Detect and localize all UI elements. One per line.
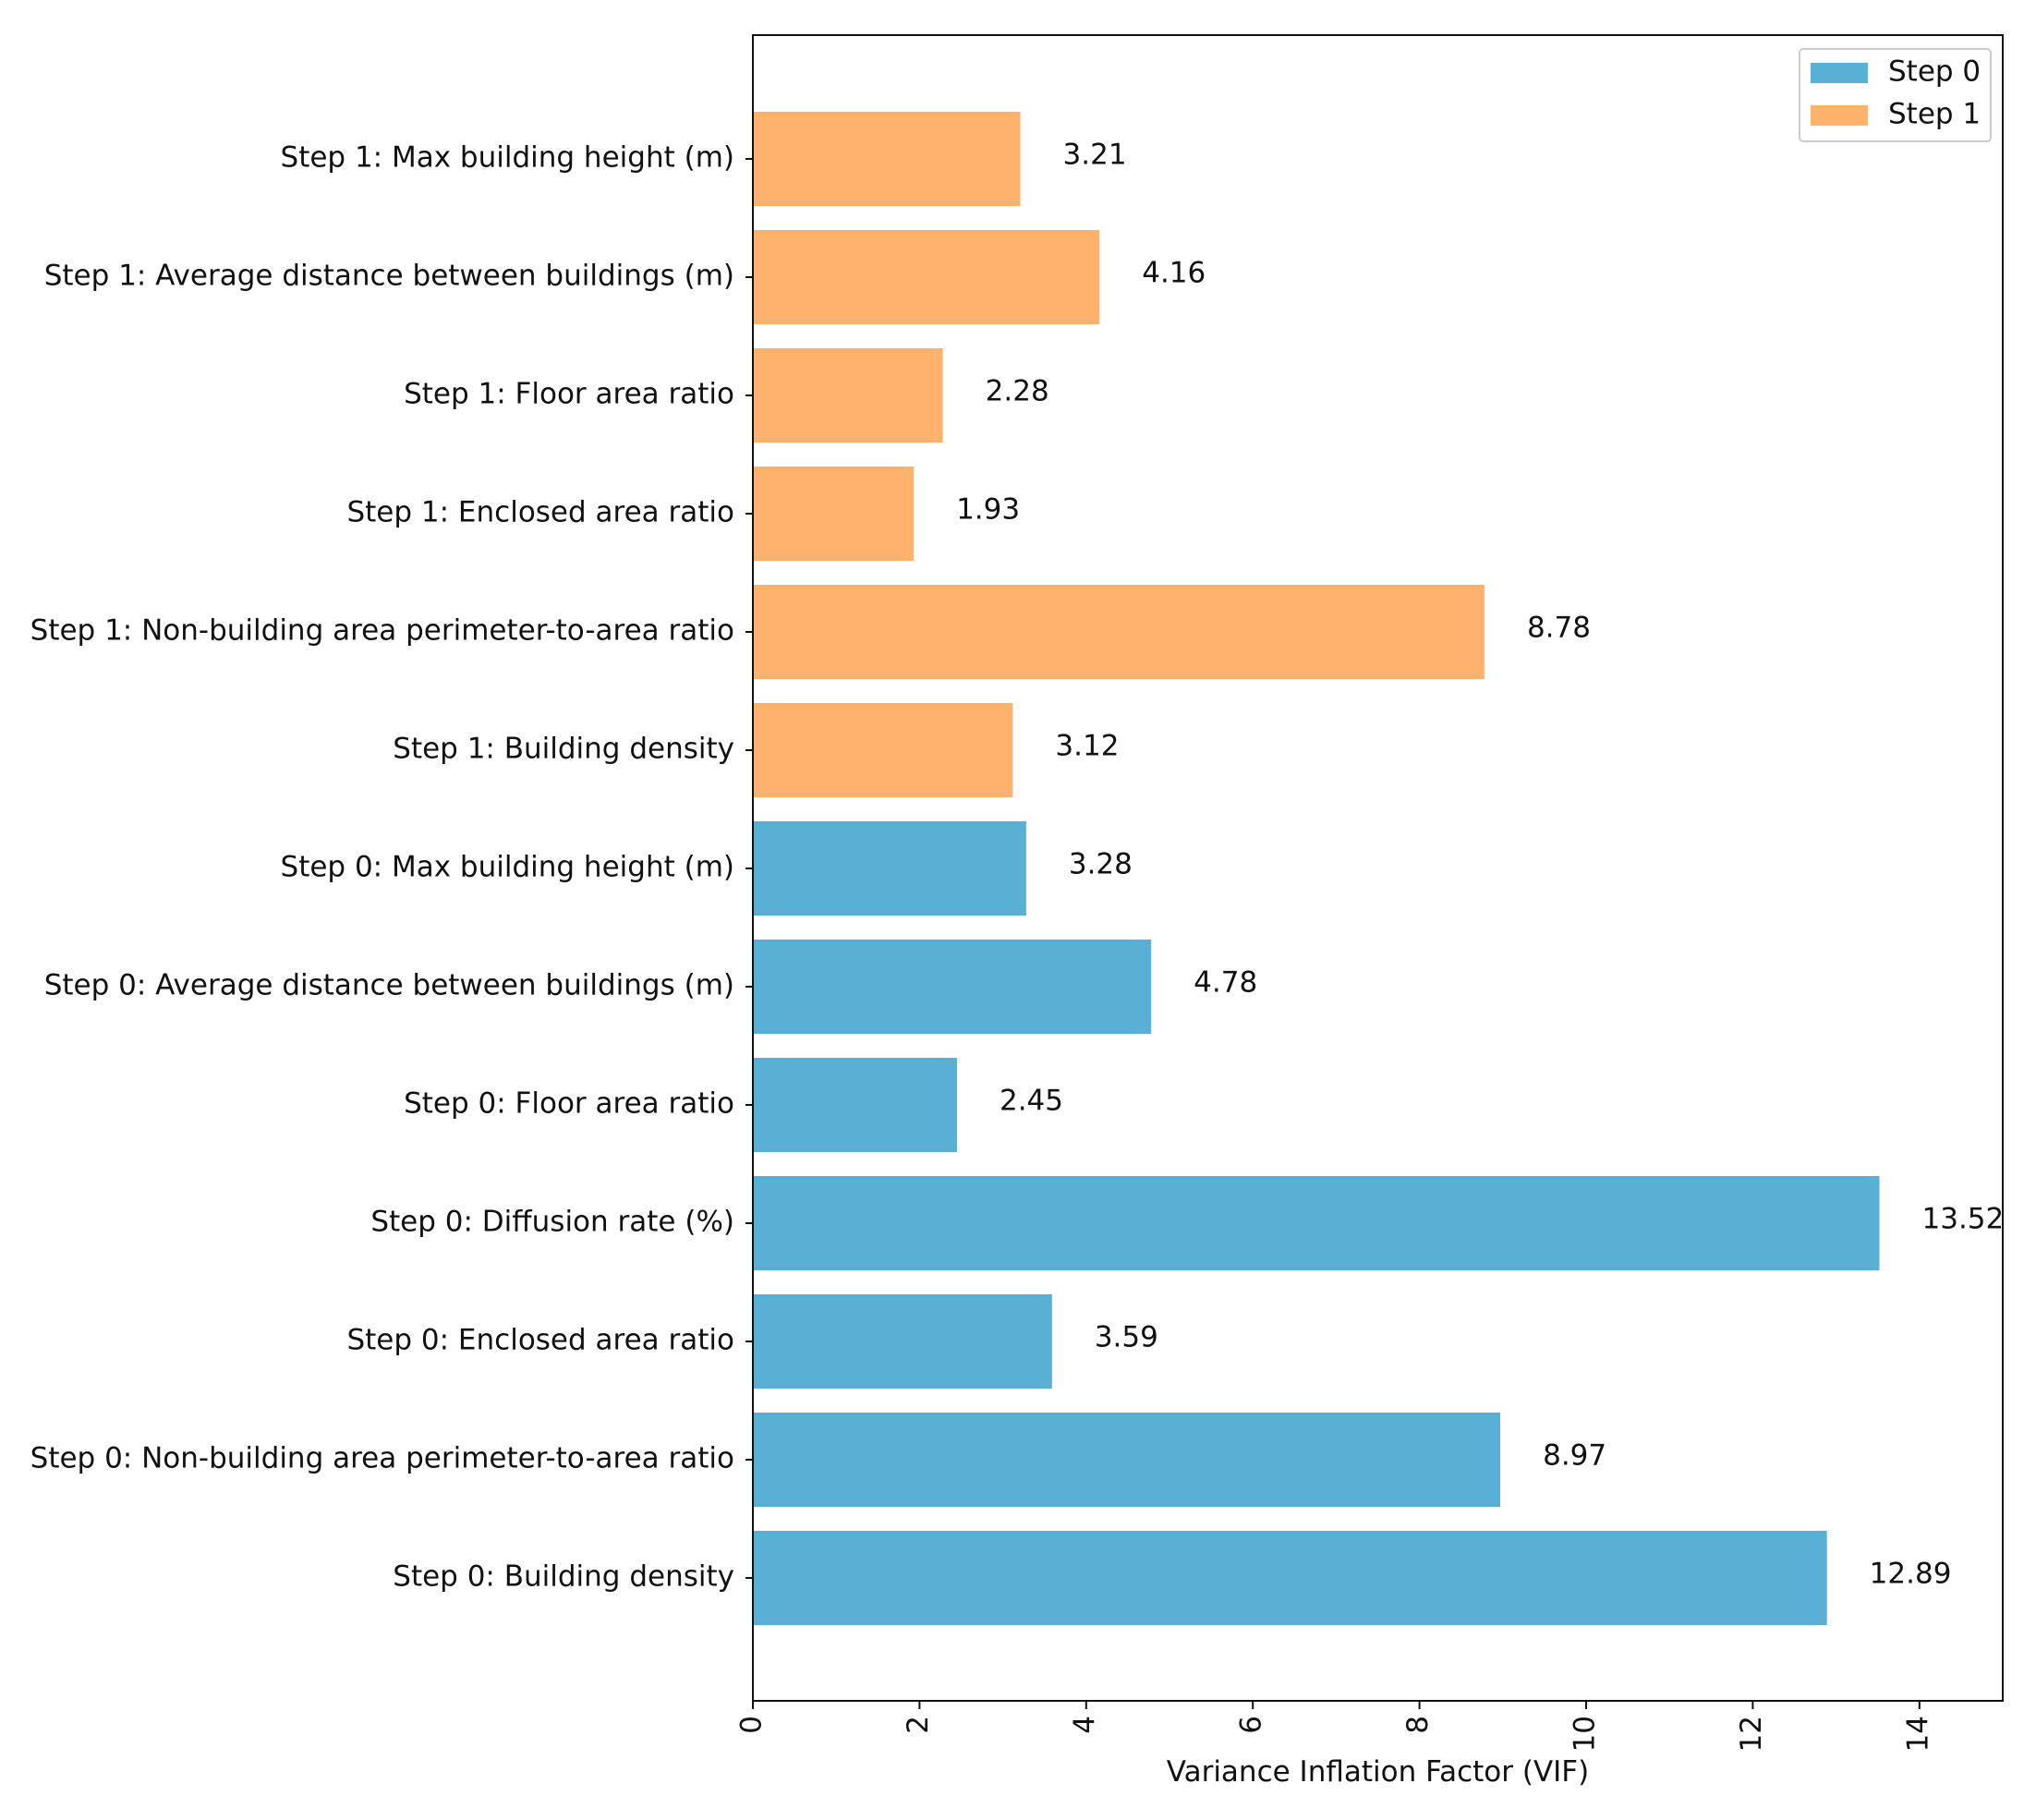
x-tick-label: 6 <box>1235 1716 1268 1734</box>
x-tick-label: 8 <box>1401 1716 1435 1734</box>
bar <box>753 1531 1827 1625</box>
category-label: Step 0: Max building height (m) <box>281 851 734 884</box>
legend-label: Step 0 <box>1888 55 1981 89</box>
category-label: Step 0: Diffusion rate (%) <box>370 1206 734 1239</box>
category-label: Step 0: Non-building area perimeter-to-a… <box>30 1442 734 1475</box>
value-label: 1.93 <box>956 493 1020 527</box>
x-tick-label: 12 <box>1735 1716 1768 1752</box>
category-label: Step 1: Max building height (m) <box>281 141 734 175</box>
bar <box>753 585 1485 679</box>
value-label: 12.89 <box>1870 1558 1952 1591</box>
legend: Step 0 Step 1 <box>1799 48 1992 142</box>
bar <box>753 1058 957 1152</box>
value-label: 4.16 <box>1142 257 1206 290</box>
x-tick-label: 4 <box>1068 1716 1101 1734</box>
plot-frame <box>752 34 2004 1702</box>
category-label: Step 1: Non-building area perimeter-to-a… <box>30 614 734 648</box>
legend-swatch <box>1811 63 1868 83</box>
axes-layer: 0 2 4 6 8 10 12 14 <box>735 34 2004 1752</box>
bar <box>753 940 1152 1034</box>
value-label: 4.78 <box>1194 966 1257 1000</box>
value-label: 13.52 <box>1922 1203 2005 1236</box>
bars-layer <box>753 112 1880 1625</box>
value-label: 8.78 <box>1527 612 1591 645</box>
x-tick-label: 10 <box>1569 1716 1602 1752</box>
value-label: 3.28 <box>1069 848 1133 881</box>
bar <box>753 1176 1880 1270</box>
value-label: 3.21 <box>1063 139 1127 172</box>
labels-layer: Step 1: Max building height (m) 3.21 Step … <box>30 139 2005 1594</box>
x-tick-label: 0 <box>735 1716 769 1734</box>
value-label: 8.97 <box>1543 1439 1606 1473</box>
legend-swatch <box>1811 105 1868 126</box>
bar <box>753 230 1100 324</box>
x-tick-label: 14 <box>1901 1716 1934 1752</box>
category-label: Step 1: Building density <box>393 733 734 766</box>
bar <box>753 703 1013 797</box>
category-label: Step 1: Floor area ratio <box>404 378 734 411</box>
x-axis-title: Variance Inflation Factor (VIF) <box>1167 1755 1589 1789</box>
bar <box>753 1413 1501 1507</box>
legend-label: Step 1 <box>1888 98 1981 131</box>
category-label: Step 0: Enclosed area ratio <box>346 1324 734 1357</box>
category-label: Step 1: Average distance between buildin… <box>44 260 734 293</box>
value-label: 2.28 <box>986 375 1049 408</box>
bar <box>753 112 1021 206</box>
bar <box>753 821 1026 916</box>
category-label: Step 0: Floor area ratio <box>404 1087 734 1121</box>
value-label: 3.59 <box>1095 1321 1158 1354</box>
x-tick-label: 2 <box>902 1716 935 1734</box>
bar <box>753 467 915 561</box>
bar <box>753 1294 1052 1389</box>
value-label: 2.45 <box>1000 1085 1063 1118</box>
category-label: Step 0: Average distance between buildin… <box>44 969 734 1002</box>
category-label: Step 0: Building density <box>393 1560 734 1594</box>
value-label: 3.12 <box>1055 730 1119 763</box>
category-label: Step 1: Enclosed area ratio <box>346 496 734 529</box>
bar <box>753 348 943 443</box>
